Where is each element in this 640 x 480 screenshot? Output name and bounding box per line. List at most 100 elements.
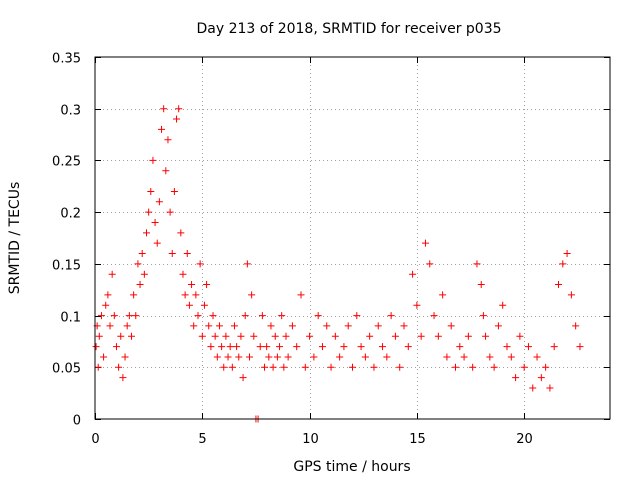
- data-point: [306, 332, 314, 340]
- data-point: [464, 332, 472, 340]
- data-point: [396, 363, 404, 371]
- y-tick-label: 0.05: [52, 362, 81, 377]
- data-point: [273, 353, 281, 361]
- data-point: [164, 136, 172, 144]
- data-point: [130, 291, 138, 299]
- data-point: [503, 343, 511, 351]
- data-point: [170, 187, 178, 195]
- data-point: [269, 363, 277, 371]
- y-tick-label: 0.35: [52, 52, 81, 67]
- data-point: [349, 363, 356, 371]
- data-point: [194, 312, 202, 320]
- x-tick-label: 5: [198, 432, 206, 447]
- data-point: [559, 260, 567, 268]
- data-point: [198, 332, 206, 340]
- y-axis-title: SRMTID / TECUs: [7, 182, 23, 295]
- data-point: [391, 332, 399, 340]
- data-point: [267, 322, 275, 330]
- data-point: [183, 250, 191, 258]
- data-point: [224, 353, 232, 361]
- data-point: [507, 353, 515, 361]
- data-point: [151, 218, 159, 226]
- data-point: [149, 156, 157, 164]
- data-point: [383, 353, 391, 361]
- data-point: [185, 301, 193, 309]
- data-point: [546, 384, 554, 392]
- data-point: [209, 312, 217, 320]
- data-point: [555, 281, 562, 289]
- data-point: [121, 353, 129, 361]
- y-tick-label: 0.25: [52, 155, 81, 170]
- data-point: [533, 353, 541, 361]
- data-point: [237, 332, 245, 340]
- data-point: [256, 343, 264, 351]
- data-point: [310, 353, 318, 361]
- data-point: [205, 322, 213, 330]
- y-tick-label: 0.2: [60, 207, 81, 222]
- data-point: [207, 343, 215, 351]
- data-point: [97, 312, 105, 320]
- data-point: [576, 343, 584, 351]
- data-point: [250, 332, 258, 340]
- data-point: [400, 322, 408, 330]
- data-point: [370, 363, 378, 371]
- data-point: [261, 363, 269, 371]
- data-point: [233, 343, 241, 351]
- x-tick-label: 15: [409, 432, 426, 447]
- y-tick-label: 0.1: [60, 311, 81, 326]
- data-point: [494, 322, 502, 330]
- data-point: [196, 260, 204, 268]
- data-point: [499, 301, 507, 309]
- data-point: [542, 363, 550, 371]
- data-point: [203, 281, 211, 289]
- data-point: [404, 343, 412, 351]
- data-point: [301, 363, 309, 371]
- data-point: [177, 229, 185, 237]
- data-point: [241, 312, 249, 320]
- data-point: [477, 281, 485, 289]
- data-point: [276, 343, 284, 351]
- data-point: [282, 332, 290, 340]
- data-point: [469, 363, 477, 371]
- data-point: [336, 353, 344, 361]
- data-point: [143, 229, 150, 237]
- data-point: [243, 260, 251, 268]
- data-point: [482, 332, 490, 340]
- y-tick-label: 0.3: [60, 104, 81, 119]
- data-point: [239, 374, 247, 382]
- data-point: [160, 105, 168, 113]
- data-point: [278, 312, 286, 320]
- data-point: [439, 291, 447, 299]
- data-point: [127, 332, 135, 340]
- data-point: [190, 322, 198, 330]
- data-point: [460, 353, 468, 361]
- data-point: [447, 322, 455, 330]
- data-point: [417, 332, 425, 340]
- data-point: [340, 343, 348, 351]
- data-point: [366, 332, 374, 340]
- data-point: [192, 291, 200, 299]
- data-point: [550, 343, 558, 351]
- data-point: [297, 291, 305, 299]
- data-point: [158, 125, 166, 133]
- data-point: [132, 312, 140, 320]
- data-point: [516, 332, 524, 340]
- data-point: [213, 353, 221, 361]
- data-point: [563, 250, 571, 258]
- data-point: [421, 239, 429, 247]
- data-point: [147, 187, 155, 195]
- data-point: [520, 363, 528, 371]
- data-point: [138, 250, 146, 258]
- data-point: [181, 291, 189, 299]
- data-point: [572, 322, 580, 330]
- data-point: [284, 353, 292, 361]
- data-point: [413, 301, 421, 309]
- data-point: [361, 353, 369, 361]
- data-point: [258, 312, 266, 320]
- data-point: [123, 322, 131, 330]
- data-point: [230, 322, 238, 330]
- data-point: [117, 332, 125, 340]
- data-point: [140, 270, 148, 278]
- plot-frame: [94, 56, 611, 420]
